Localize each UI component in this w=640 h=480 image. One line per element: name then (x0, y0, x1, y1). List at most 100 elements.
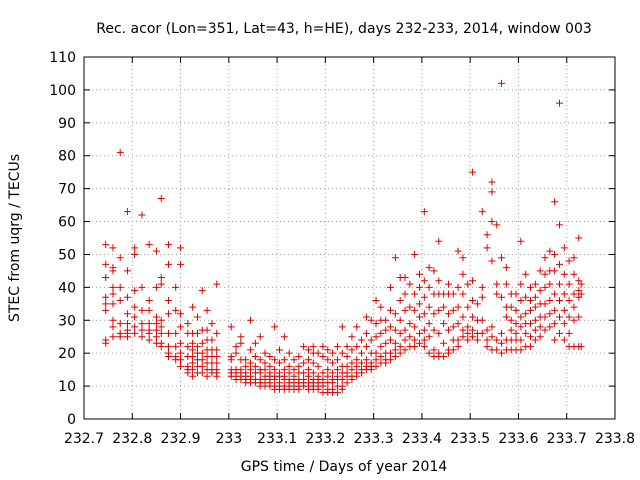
data-point (401, 336, 409, 344)
data-point (123, 293, 131, 301)
data-point (527, 343, 535, 351)
data-point (387, 283, 395, 291)
data-point (304, 356, 312, 364)
data-point (502, 264, 510, 272)
data-point (411, 250, 419, 258)
data-point (454, 247, 462, 255)
x-tick-label: 233.4 (402, 431, 442, 447)
data-point (353, 362, 361, 370)
data-point (276, 346, 284, 354)
data-point (444, 310, 452, 318)
y-tick-label: 50 (58, 247, 76, 263)
data-point (469, 333, 477, 341)
data-point (440, 303, 448, 311)
data-point (522, 310, 530, 318)
data-point (304, 372, 312, 380)
data-point (123, 320, 131, 328)
data-point (333, 389, 341, 397)
data-point (157, 323, 165, 331)
y-tick-label: 30 (58, 313, 76, 329)
data-point (377, 329, 385, 337)
data-point (348, 366, 356, 374)
y-tick-label: 0 (67, 412, 76, 428)
data-point (177, 244, 185, 252)
data-point (420, 310, 428, 318)
data-points (102, 79, 585, 397)
data-point (551, 320, 559, 328)
data-point (531, 293, 539, 301)
data-point (425, 349, 433, 357)
data-point (541, 254, 549, 262)
data-point (189, 366, 197, 374)
data-point (102, 293, 110, 301)
data-point (353, 372, 361, 380)
data-point (459, 313, 467, 321)
data-point (488, 323, 496, 331)
data-point (551, 198, 559, 206)
x-tick-label: 232.7 (64, 431, 104, 447)
data-point (193, 313, 201, 321)
data-point (300, 359, 308, 367)
axis-ticks (83, 56, 616, 420)
data-point (164, 297, 172, 305)
y-tick-label: 70 (58, 182, 76, 198)
x-tick-labels: 232.7 232.8 232.9 233 233.1 233.2 233.3 233.4 23… (64, 431, 635, 447)
data-point (473, 300, 481, 308)
x-tick-label: 233.7 (547, 431, 587, 447)
data-point (242, 362, 250, 370)
data-point (536, 333, 544, 341)
data-point (102, 306, 110, 314)
data-point (555, 99, 563, 107)
data-point (517, 297, 525, 305)
data-point (391, 326, 399, 334)
data-point (172, 306, 180, 314)
data-point (493, 336, 501, 344)
data-point (184, 320, 192, 328)
data-point (290, 366, 298, 374)
data-point (358, 349, 366, 357)
data-point (531, 316, 539, 324)
data-point (498, 349, 506, 357)
data-point (237, 339, 245, 347)
data-point (577, 343, 585, 351)
data-point (435, 329, 443, 337)
data-point (131, 287, 139, 295)
data-point (319, 343, 327, 351)
data-point (348, 376, 356, 384)
data-point (541, 326, 549, 334)
data-point (338, 323, 346, 331)
data-point (483, 326, 491, 334)
data-point (469, 326, 477, 334)
data-point (411, 290, 419, 298)
data-point (309, 369, 317, 377)
data-point (295, 385, 303, 393)
data-point (271, 323, 279, 331)
data-point (203, 372, 211, 380)
data-point (454, 336, 462, 344)
data-point (116, 320, 124, 328)
data-point (420, 277, 428, 285)
data-point (198, 362, 206, 370)
data-point (382, 359, 390, 367)
y-tick-label: 100 (49, 83, 76, 99)
data-point (203, 326, 211, 334)
data-point (425, 333, 433, 341)
data-point (478, 283, 486, 291)
data-point (507, 316, 515, 324)
data-point (353, 343, 361, 351)
data-point (338, 385, 346, 393)
data-point (430, 267, 438, 275)
data-point (193, 329, 201, 337)
data-point (109, 323, 117, 331)
data-point (213, 280, 221, 288)
data-point (109, 290, 117, 298)
data-point (406, 280, 414, 288)
data-point (232, 343, 240, 351)
y-tick-label: 110 (49, 50, 76, 66)
data-point (517, 237, 525, 245)
data-point (531, 280, 539, 288)
data-point (387, 306, 395, 314)
data-point (387, 323, 395, 331)
data-point (415, 339, 423, 347)
y-tick-label: 10 (58, 379, 76, 395)
